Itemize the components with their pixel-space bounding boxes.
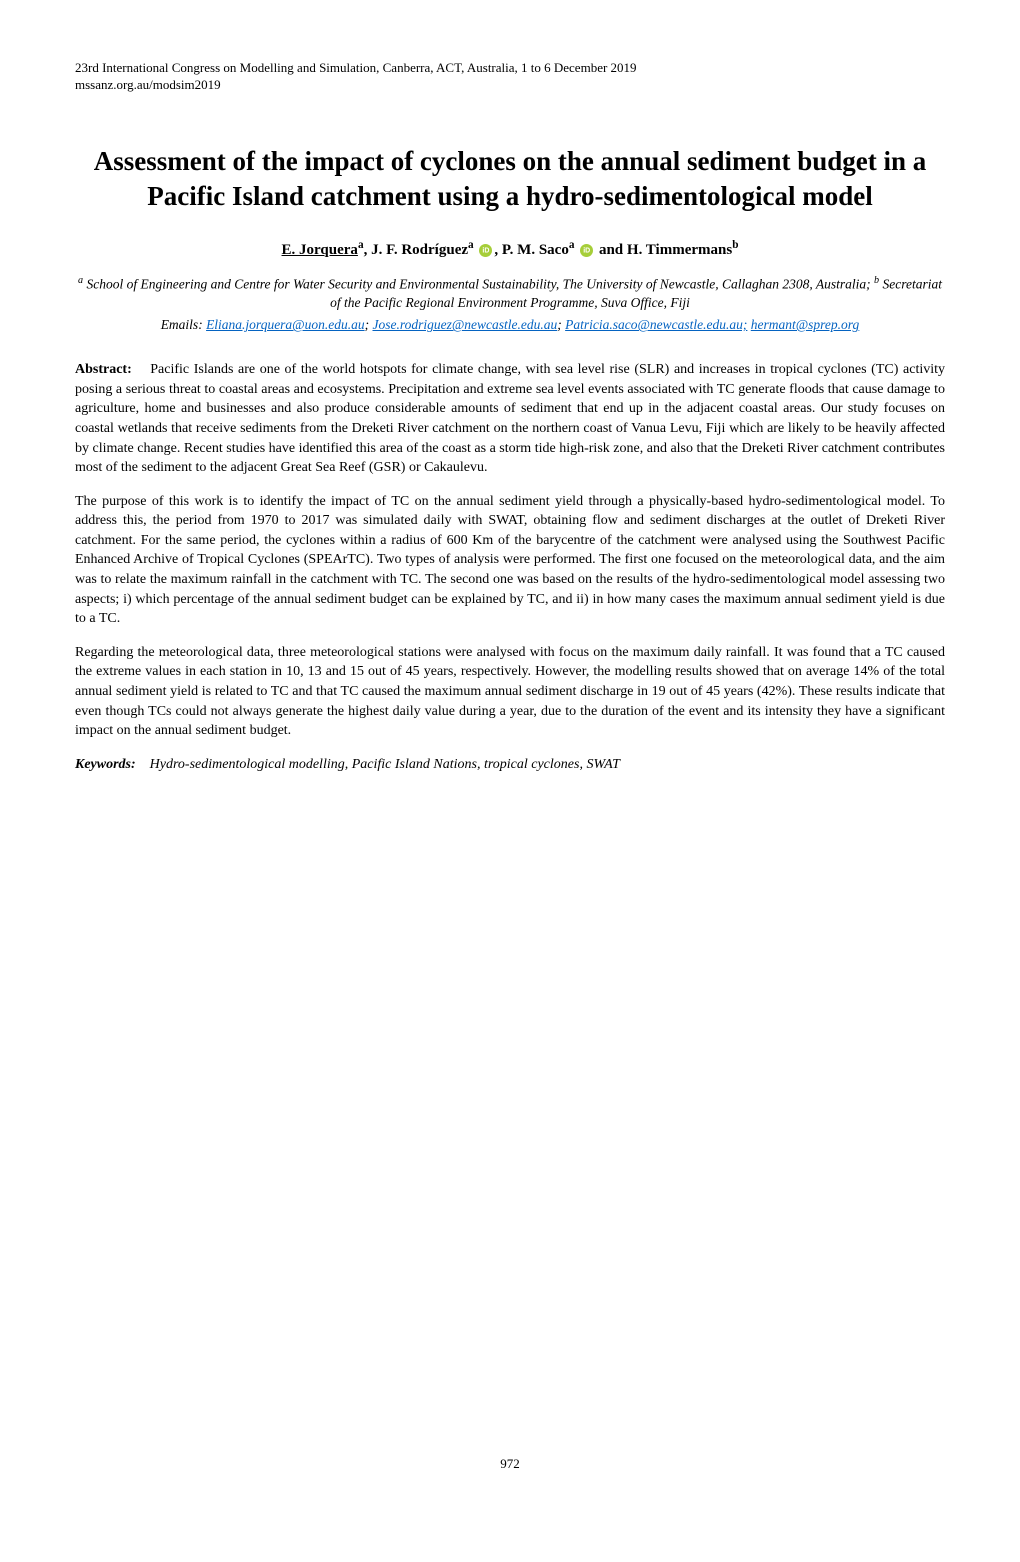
abstract-label: Abstract: xyxy=(75,362,132,377)
abstract-paragraph-2: The purpose of this work is to identify … xyxy=(75,492,945,629)
conference-header: 23rd International Congress on Modelling… xyxy=(75,60,945,94)
author-2: , J. F. Rodríguez xyxy=(364,242,468,258)
emails-line: Emails: Eliana.jorquera@uon.edu.au; Jose… xyxy=(75,316,945,335)
abstract-p1-text: Pacific Islands are one of the world hot… xyxy=(75,362,945,475)
abstract-paragraph-1: Abstract: Pacific Islands are one of the… xyxy=(75,360,945,478)
email-sep-2: ; xyxy=(557,317,565,332)
keywords-text: Hydro-sedimentological modelling, Pacifi… xyxy=(150,757,620,772)
orcid-icon[interactable] xyxy=(479,244,492,257)
emails-prefix: Emails: xyxy=(161,317,206,332)
affiliations: a School of Engineering and Centre for W… xyxy=(75,274,945,313)
page-number: 972 xyxy=(500,1456,520,1472)
header-line-1: 23rd International Congress on Modelling… xyxy=(75,60,945,77)
email-link-3[interactable]: Patricia.saco@newcastle.edu.au; xyxy=(565,317,747,332)
paper-title: Assessment of the impact of cyclones on … xyxy=(75,144,945,214)
presenting-author: E. Jorquera xyxy=(282,242,358,258)
author-sup-3: a xyxy=(569,239,575,251)
header-line-2: mssanz.org.au/modsim2019 xyxy=(75,77,945,94)
email-link-4[interactable]: hermant@sprep.org xyxy=(751,317,860,332)
keywords-line: Keywords: Hydro-sedimentological modelli… xyxy=(75,755,945,775)
author-sup-4: b xyxy=(732,239,738,251)
author-sup-2: a xyxy=(468,239,474,251)
authors-line: E. Jorqueraa, J. F. Rodrígueza , P. M. S… xyxy=(75,239,945,259)
email-link-2[interactable]: Jose.rodriguez@newcastle.edu.au xyxy=(372,317,557,332)
author-4: and H. Timmermans xyxy=(595,242,732,258)
orcid-icon[interactable] xyxy=(580,244,593,257)
keywords-label: Keywords: xyxy=(75,757,136,772)
author-3: , P. M. Saco xyxy=(494,242,568,258)
email-link-1[interactable]: Eliana.jorquera@uon.edu.au xyxy=(206,317,365,332)
abstract-paragraph-3: Regarding the meteorological data, three… xyxy=(75,643,945,741)
